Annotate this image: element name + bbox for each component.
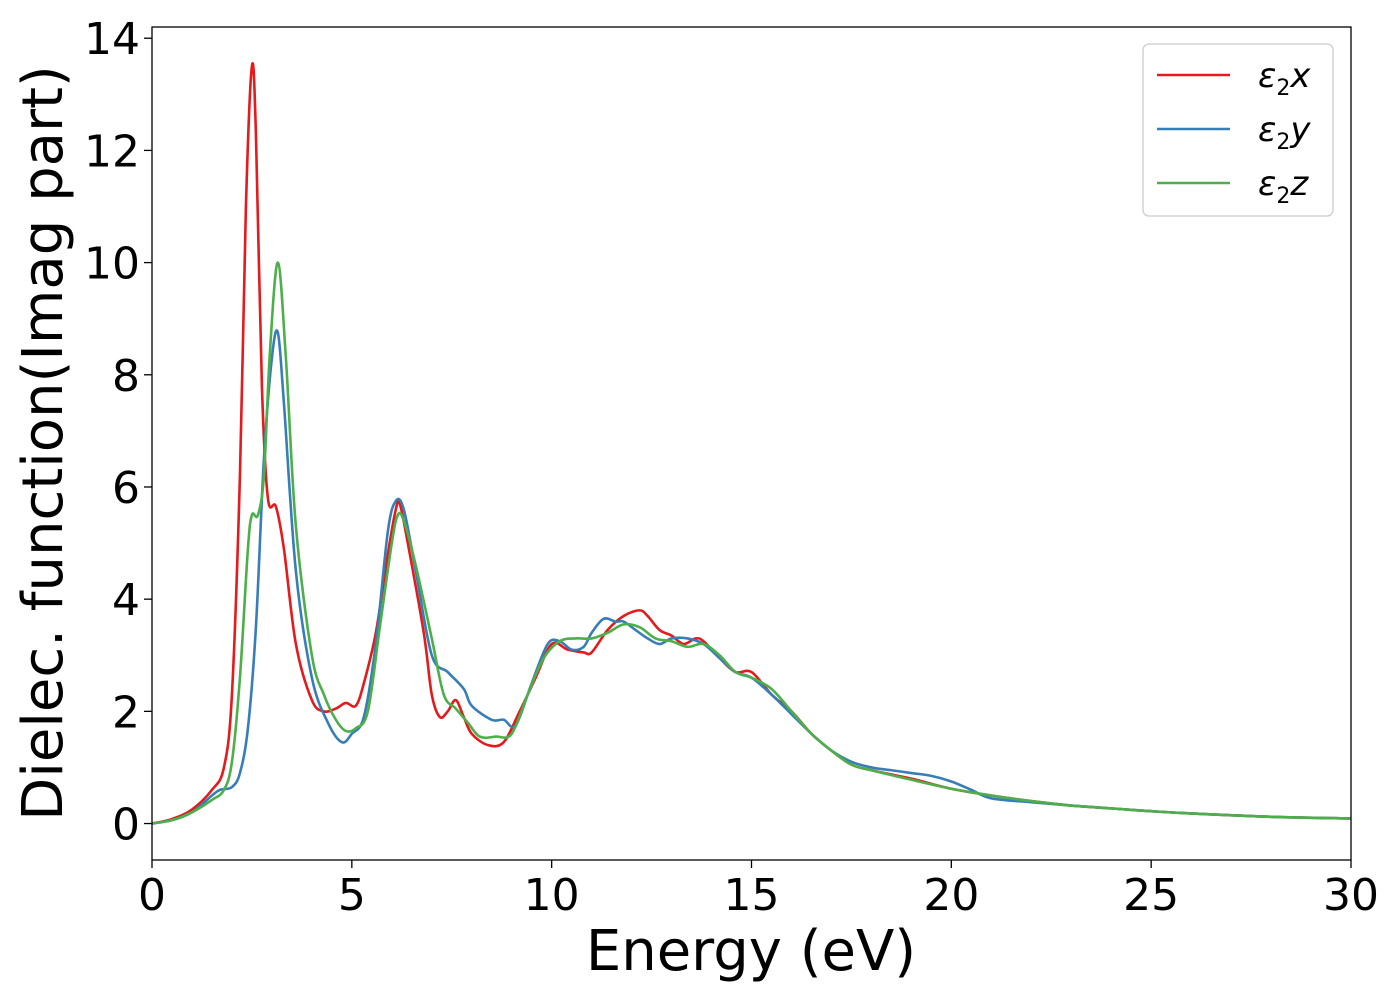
x-tick-label: 15 xyxy=(724,870,780,921)
x-axis: 0 5 10 15 20 25 30 xyxy=(138,860,1379,921)
y-axis: 0 2 4 6 8 10 12 14 xyxy=(84,14,152,851)
y-tick-label: 6 xyxy=(112,463,140,514)
y-tick-label: 8 xyxy=(112,351,140,402)
legend-label-z: ε2z xyxy=(1258,164,1309,209)
series-line-z xyxy=(152,261,1351,825)
legend: ε2x ε2y ε2z xyxy=(1142,43,1334,217)
legend-box xyxy=(1142,43,1334,217)
x-tick-label: 30 xyxy=(1323,870,1379,921)
series-layer xyxy=(152,62,1351,825)
y-tick-label: 12 xyxy=(84,126,140,177)
y-tick-label: 4 xyxy=(112,575,140,626)
y-tick-label: 0 xyxy=(112,800,140,851)
series-line-y xyxy=(152,329,1351,825)
legend-label-x: ε2x xyxy=(1258,56,1311,101)
legend-label-y: ε2y xyxy=(1258,110,1311,155)
y-axis-title: Dielec. function(Imag part) xyxy=(11,65,76,821)
y-tick-label: 10 xyxy=(84,239,140,290)
y-tick-label: 14 xyxy=(84,14,140,65)
x-tick-label: 20 xyxy=(923,870,979,921)
x-tick-label: 10 xyxy=(524,870,580,921)
x-tick-label: 0 xyxy=(138,870,166,921)
x-tick-label: 25 xyxy=(1123,870,1179,921)
x-tick-label: 5 xyxy=(338,870,366,921)
x-axis-title: Energy (eV) xyxy=(586,919,916,984)
y-tick-label: 2 xyxy=(112,687,140,738)
